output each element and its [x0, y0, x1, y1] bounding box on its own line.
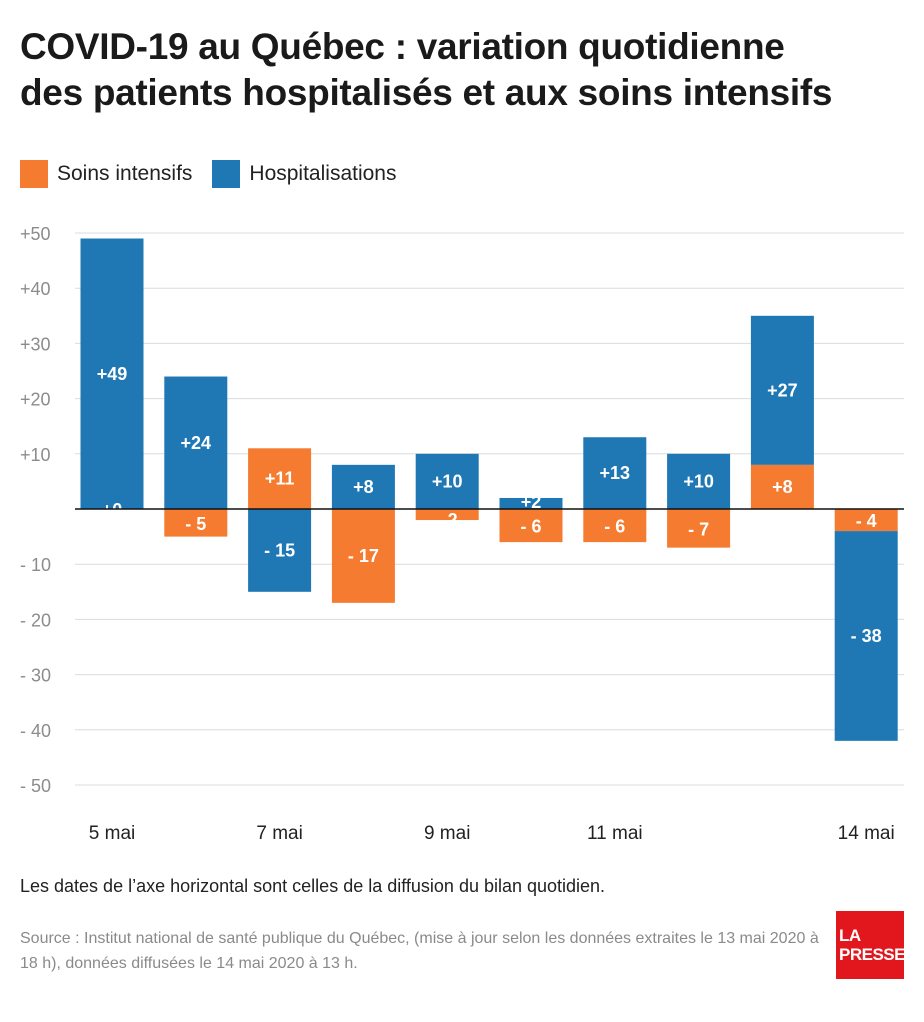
data-label-hospitalisations: +24: [181, 433, 212, 453]
bar-hospitalisations: [248, 509, 312, 592]
bar-hospitalisations: [164, 376, 228, 509]
source-text: Source : Institut national de santé publ…: [20, 930, 819, 972]
legend-swatch-soins-intensifs: [20, 160, 48, 188]
data-label-soins-intensifs: +0: [102, 500, 123, 520]
bar-soins-intensifs: [164, 509, 228, 537]
legend-item-soins-intensifs: Soins intensifs: [20, 160, 192, 188]
data-label-hospitalisations: +27: [767, 380, 798, 400]
bar-hospitalisations: [80, 238, 144, 509]
bar-soins-intensifs: [583, 509, 647, 543]
data-label-hospitalisations: - 38: [851, 626, 882, 646]
y-tick-label: - 50: [20, 776, 51, 796]
legend: Soins intensifs Hospitalisations: [20, 160, 416, 188]
chart-title-line-2: des patients hospitalisés et aux soins i…: [20, 72, 833, 113]
data-label-soins-intensifs: +11: [265, 469, 295, 489]
bar-soins-intensifs: [834, 509, 898, 532]
data-label-hospitalisations: +10: [683, 471, 714, 491]
axis-note: Les dates de l’axe horizontal sont celle…: [20, 876, 606, 896]
bar-hospitalisations: [834, 531, 898, 741]
chart-title-line-1: COVID-19 au Québec : variation quotidien…: [20, 26, 785, 67]
y-tick-label: +30: [20, 334, 51, 354]
x-tick-label: 5 mai: [89, 823, 135, 844]
data-label-hospitalisations: +13: [600, 463, 631, 483]
bar-soins-intensifs: [750, 464, 814, 509]
legend-label-hospitalisations: Hospitalisations: [249, 162, 397, 185]
bar-hospitalisations: [750, 315, 814, 465]
x-tick-label: 11 mai: [587, 823, 643, 844]
y-tick-label: +20: [20, 390, 51, 410]
y-tick-label: - 20: [20, 610, 51, 630]
data-label-hospitalisations: +10: [432, 471, 463, 491]
bar-hospitalisations: [415, 453, 479, 509]
data-label-soins-intensifs: +8: [772, 477, 793, 497]
data-label-hospitalisations: +2: [521, 492, 542, 512]
x-tick-label: 14 mai: [838, 823, 895, 844]
data-label-soins-intensifs: - 4: [856, 511, 877, 531]
bar-hospitalisations: [667, 453, 731, 509]
legend-item-hospitalisations: Hospitalisations: [212, 160, 396, 188]
y-tick-label: +40: [20, 279, 51, 299]
x-tick-label: 9 mai: [424, 823, 470, 844]
x-tick-label: 7 mai: [256, 823, 302, 844]
la-presse-logo: LA PRESSE: [836, 911, 905, 979]
data-label-hospitalisations: - 15: [264, 540, 295, 560]
data-label-hospitalisations: +8: [353, 477, 374, 497]
data-label-soins-intensifs: - 6: [520, 517, 541, 537]
data-label-soins-intensifs: - 2: [437, 510, 458, 530]
data-label-soins-intensifs: - 7: [688, 519, 709, 539]
y-tick-label: +50: [20, 224, 51, 244]
bar-soins-intensifs: [248, 448, 312, 509]
bar-soins-intensifs: [667, 509, 731, 548]
bar-soins-intensifs: [415, 509, 479, 521]
data-label-soins-intensifs: - 17: [348, 546, 379, 566]
y-tick-label: - 10: [20, 555, 51, 575]
bar-hospitalisations: [331, 464, 395, 509]
bar-hospitalisations: [583, 437, 647, 509]
chart-title: COVID-19 au Québec : variation quotidien…: [20, 24, 900, 116]
y-tick-label: +10: [20, 445, 51, 465]
data-label-hospitalisations: +49: [97, 364, 128, 384]
logo-line-1: LA: [839, 926, 861, 945]
legend-swatch-hospitalisations: [212, 160, 241, 188]
bar-chart: +50 +40 +30 +20 +10 - 10 - 20 - 30 - 40 - 50 +0 +49…: [20, 224, 904, 844]
data-label-soins-intensifs: - 5: [185, 514, 206, 534]
bar-soins-intensifs: [331, 509, 395, 603]
y-tick-label: - 40: [20, 721, 51, 741]
bar-soins-intensifs: [499, 509, 563, 543]
legend-label-soins-intensifs: Soins intensifs: [57, 162, 193, 185]
data-label-soins-intensifs: - 6: [604, 517, 625, 537]
logo-line-2: PRESSE: [839, 945, 905, 964]
y-tick-label: - 30: [20, 666, 51, 686]
bar-hospitalisations: [499, 497, 563, 509]
